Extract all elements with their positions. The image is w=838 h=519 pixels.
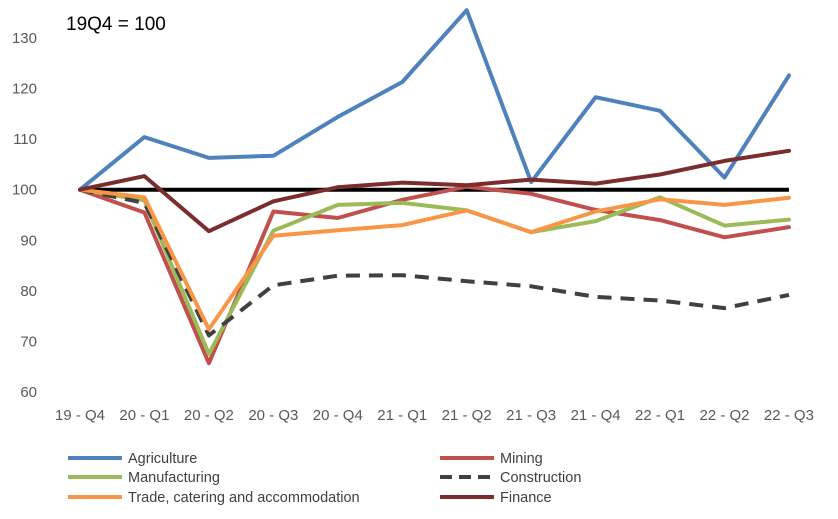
y-tick-label: 100	[12, 182, 37, 199]
x-tick-label: 22 - Q3	[764, 407, 814, 424]
x-tick-label: 20 - Q3	[248, 407, 298, 424]
series-line-agriculture	[78, 8, 791, 192]
legend-label: Trade, catering and accommodation	[128, 490, 360, 506]
x-tick-label: 21 - Q1	[377, 407, 427, 424]
x-tick-label: 21 - Q2	[442, 407, 492, 424]
x-tick-label: 21 - Q3	[506, 407, 556, 424]
x-axis-ticks: 19 - Q4 20 - Q1 20 - Q2 20 - Q3 20 - Q4 21 - …	[55, 407, 814, 424]
y-tick-label: 110	[13, 131, 37, 148]
series-line-finance	[78, 148, 791, 234]
y-tick-label: 120	[12, 81, 37, 98]
y-tick-label: 60	[20, 384, 37, 401]
legend-label: Finance	[500, 490, 552, 506]
x-tick-label: 20 - Q1	[119, 407, 169, 424]
series-line-mining	[78, 184, 791, 366]
legend-label: Construction	[500, 470, 581, 486]
legend-label: Mining	[500, 451, 543, 467]
x-tick-label: 20 - Q2	[184, 407, 234, 424]
series-line-trade-catering-and-accommodation	[78, 187, 791, 332]
x-tick-label: 20 - Q4	[313, 407, 363, 424]
y-tick-label: 70	[20, 333, 37, 350]
legend-label: Agriculture	[128, 451, 197, 467]
series-layer	[78, 8, 791, 366]
x-tick-label: 19 - Q4	[55, 407, 105, 424]
legend: Agriculture Mining Manufacturing Constructi…	[68, 451, 581, 506]
y-tick-label: 80	[20, 283, 37, 300]
x-tick-label: 21 - Q4	[571, 407, 621, 424]
y-tick-label: 130	[12, 30, 37, 47]
y-axis-ticks: 60 70 80 90 100 110 120 130	[12, 30, 37, 401]
series-line-construction	[79, 187, 790, 338]
y-tick-label: 90	[20, 232, 37, 249]
x-tick-label: 22 - Q2	[699, 407, 749, 424]
x-tick-label: 22 - Q1	[635, 407, 685, 424]
chart-annotation: 19Q4 = 100	[66, 14, 166, 35]
legend-label: Manufacturing	[128, 470, 220, 486]
